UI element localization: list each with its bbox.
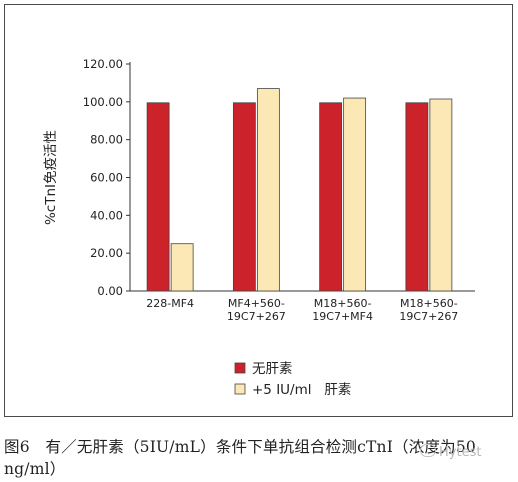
legend-label-1: 无肝素: [252, 361, 293, 377]
bar-no-heparin-2: [232, 102, 256, 292]
watermark: Hytest: [420, 444, 481, 460]
y-axis-label: %cTnI免疫活性: [43, 130, 59, 225]
x-tick-label: 19C7+267: [399, 310, 458, 323]
watermark-text: Hytest: [439, 445, 482, 460]
bar-no-heparin-3: [319, 102, 343, 292]
x-tick-label: M18+560-: [314, 297, 372, 310]
y-tick-label: 0.00: [97, 284, 123, 298]
bar-no-heparin-1: [146, 102, 170, 292]
figure-caption: 图6 有／无肝素（5IU/mL）条件下单抗组合检测cTnI（浓度为50 ng/m…: [4, 436, 516, 480]
bar-no-heparin-4: [405, 102, 429, 292]
y-tick-label: 60.00: [90, 171, 123, 185]
y-tick-label: 100.00: [83, 95, 123, 109]
caption-line-1: 图6 有／无肝素（5IU/mL）条件下单抗组合检测cTnI（浓度为50: [4, 438, 476, 456]
x-tick-label: 19C7+MF4: [312, 310, 373, 323]
y-tick-label: 20.00: [90, 246, 123, 260]
legend-label-2: +5 IU/ml 肝素: [252, 382, 351, 398]
x-tick-label: 228-MF4: [146, 297, 194, 310]
bar-heparin-2: [256, 88, 280, 292]
bar-heparin-1: [170, 243, 194, 292]
legend-swatch-1: [234, 362, 246, 374]
legend-swatch-2: [234, 383, 246, 395]
y-tick-label: 120.00: [83, 57, 123, 71]
x-tick-label: 19C7+267: [227, 310, 286, 323]
bar-heparin-3: [343, 97, 367, 292]
bar-chart: 0.00 20.00 40.00 60.00 80.00 100.00 120.00 %cTn…: [43, 57, 475, 398]
x-tick-label: M18+560-: [400, 297, 458, 310]
x-tick-label: MF4+560-: [228, 297, 285, 310]
chat-bubble-icon: [420, 444, 436, 457]
y-tick-label: 80.00: [90, 133, 123, 147]
caption-line-2: ng/ml）: [4, 460, 66, 478]
chart-frame: 0.00 20.00 40.00 60.00 80.00 100.00 120.00 %cTn…: [4, 4, 513, 417]
y-tick-label: 40.00: [90, 208, 123, 222]
bar-heparin-4: [429, 98, 453, 292]
